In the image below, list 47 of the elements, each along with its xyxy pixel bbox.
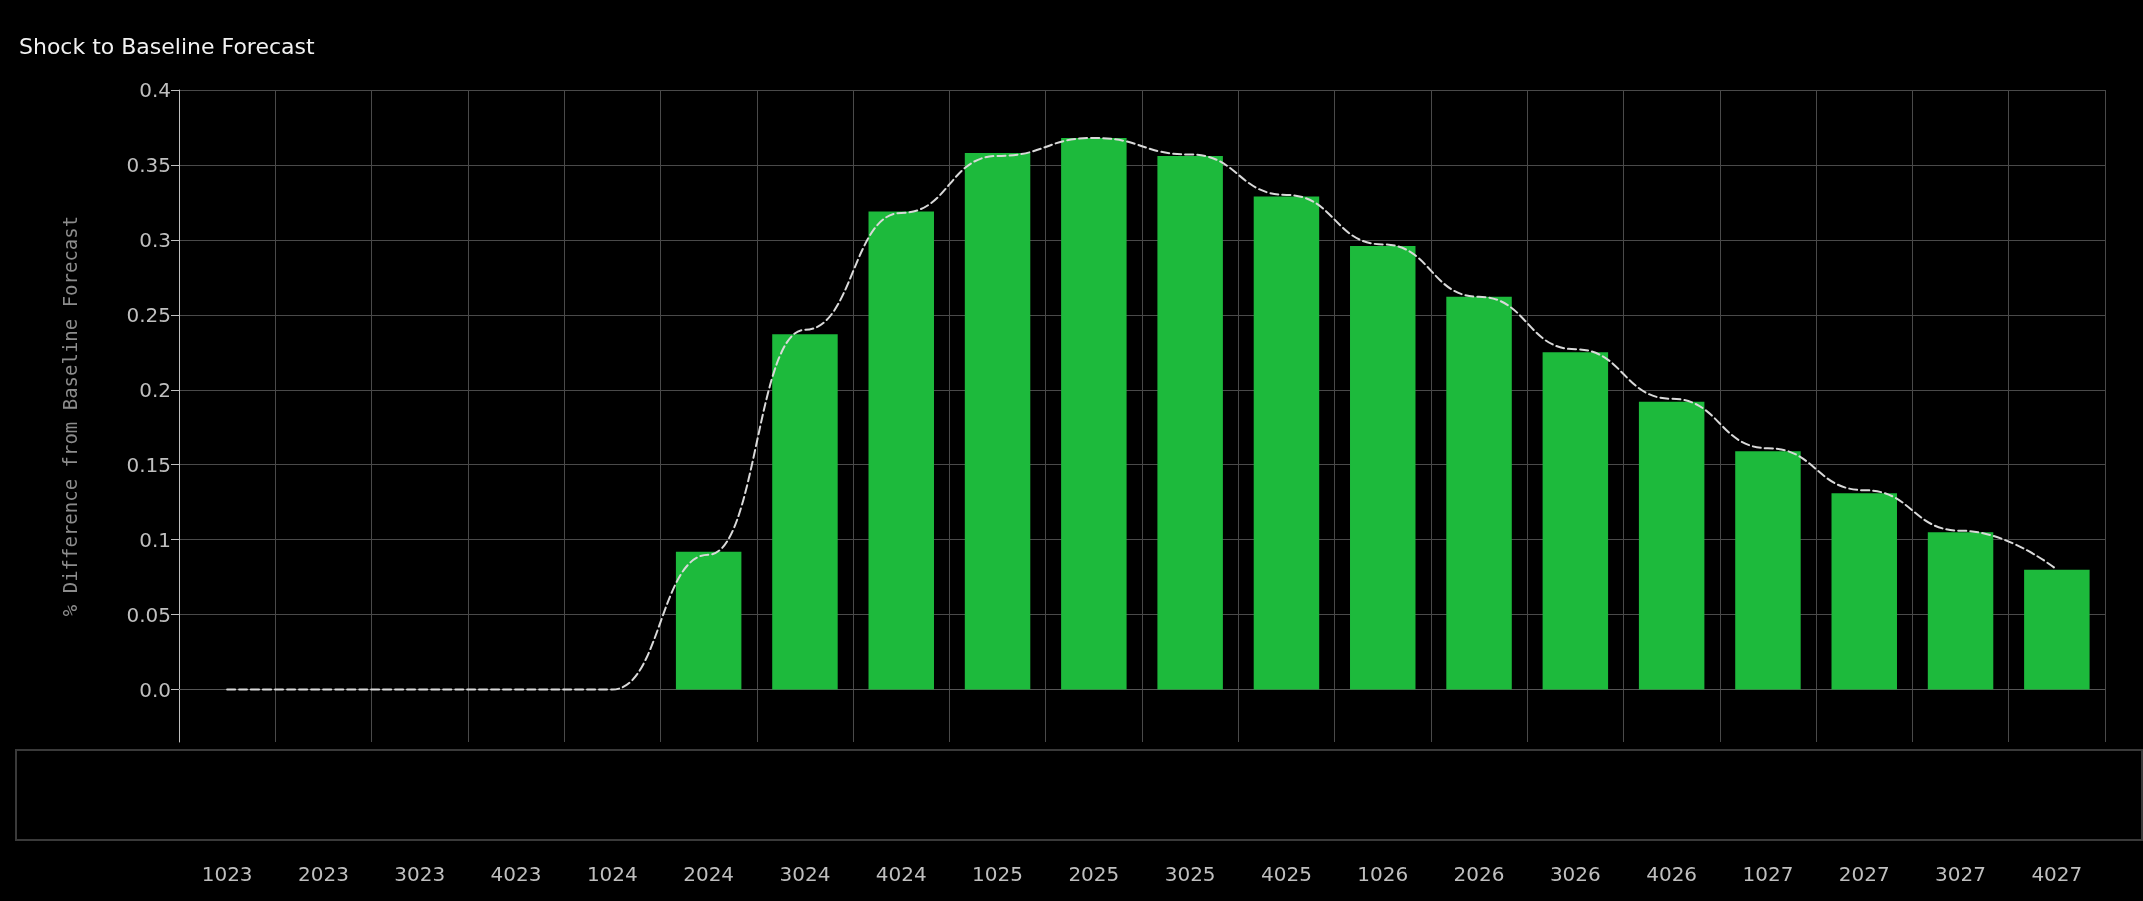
line-series bbox=[226, 136, 2058, 691]
x-tick-label: 2026 bbox=[1453, 862, 1505, 886]
bar bbox=[1446, 296, 1512, 690]
x-tick-label: 3027 bbox=[1935, 862, 1986, 886]
y-axis-title: % Difference from Baseline Forecast bbox=[58, 215, 81, 617]
bar bbox=[1927, 532, 1994, 690]
x-tick-label: 1023 bbox=[201, 862, 253, 886]
x-tick-label: 2025 bbox=[1068, 862, 1120, 886]
y-tick-label: 0.4 bbox=[139, 78, 171, 102]
bar bbox=[1350, 245, 1416, 690]
bar bbox=[1542, 352, 1609, 690]
bar bbox=[1735, 451, 1801, 690]
bar bbox=[1157, 155, 1223, 690]
x-tick-label: 2023 bbox=[298, 862, 349, 886]
bar bbox=[964, 152, 1031, 690]
x-tick-label: 4023 bbox=[490, 862, 542, 886]
y-tick-label: 0.0 bbox=[139, 677, 171, 702]
x-tick-label: 1024 bbox=[586, 862, 638, 886]
y-tick-label: 0.15 bbox=[126, 452, 171, 477]
x-tick-label: 4025 bbox=[1261, 862, 1312, 886]
chart-title: Shock to Baseline Forecast bbox=[19, 33, 316, 59]
x-tick-label: 4026 bbox=[1646, 862, 1698, 886]
y-tick-label: 0.05 bbox=[126, 602, 171, 627]
x-tick-label: 3025 bbox=[1164, 862, 1216, 886]
x-tick-label: 2024 bbox=[683, 862, 735, 886]
bar bbox=[1253, 196, 1320, 690]
x-tick-label: 3023 bbox=[394, 862, 446, 886]
x-tick-label: 1026 bbox=[1357, 862, 1409, 886]
bar bbox=[868, 211, 934, 690]
bar bbox=[772, 334, 838, 690]
bar bbox=[2024, 569, 2090, 690]
x-tick-label: 4027 bbox=[2031, 862, 2083, 886]
x-tick-label: 3026 bbox=[1549, 862, 1601, 886]
bar bbox=[1638, 401, 1705, 690]
x-tick-label: 1027 bbox=[1742, 862, 1794, 886]
bar bbox=[1831, 493, 1897, 690]
bar bbox=[1061, 137, 1127, 690]
y-tick-label: 0.25 bbox=[126, 302, 171, 327]
x-tick-label: 2027 bbox=[1838, 862, 1890, 886]
y-tick-label: 0.35 bbox=[126, 152, 171, 177]
y-tick-label: 0.1 bbox=[139, 527, 171, 552]
y-tick-label: 0.2 bbox=[139, 377, 171, 402]
x-tick-label: 3024 bbox=[779, 862, 831, 886]
x-tick-label: 4024 bbox=[875, 862, 927, 886]
x-tick-label: 1025 bbox=[972, 862, 1023, 886]
y-tick-label: 0.3 bbox=[139, 227, 171, 252]
bar bbox=[675, 551, 742, 690]
